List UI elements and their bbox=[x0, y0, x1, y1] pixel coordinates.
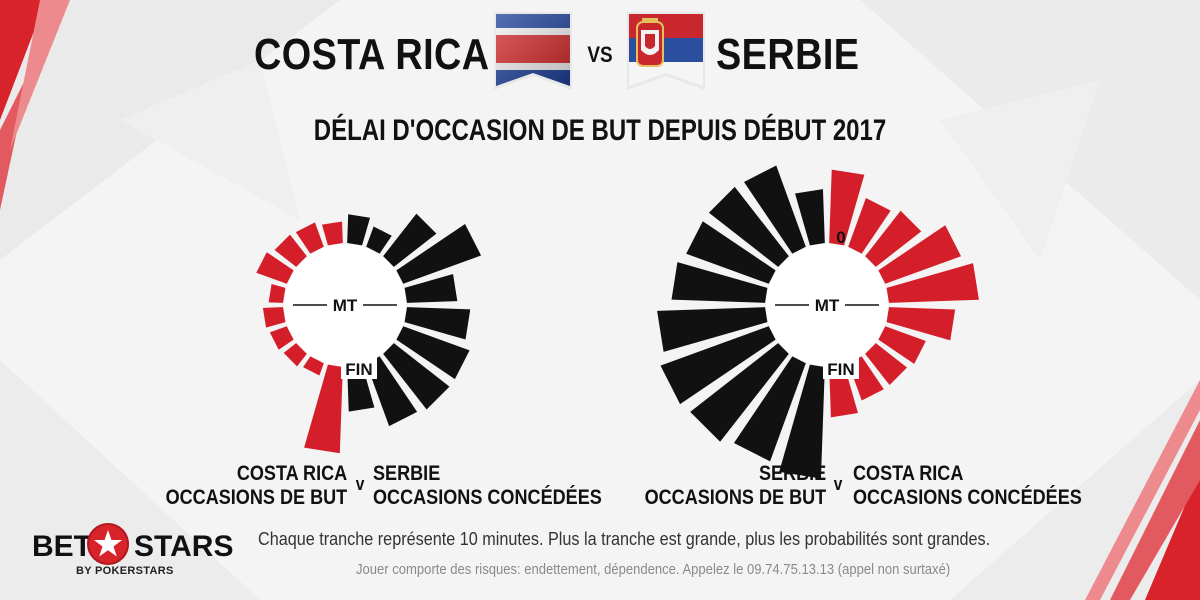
chart-right-left-slice-1 bbox=[795, 189, 825, 246]
chart-left-right-slice-2 bbox=[366, 226, 392, 254]
chart-left-right-slice-3 bbox=[383, 213, 437, 267]
legend-left-attack-label: OCCASIONS DE BUT bbox=[165, 486, 347, 509]
chart-left-right-slice-6 bbox=[404, 307, 471, 340]
pokerstars-star-icon bbox=[86, 522, 130, 566]
kickoff-label: 0 bbox=[836, 228, 845, 247]
chart-left-left-slice-5 bbox=[268, 283, 286, 303]
chart-left-left-slice-3 bbox=[274, 234, 307, 267]
kickoff-label: 0 bbox=[354, 228, 363, 247]
logo-bet: BET bbox=[32, 530, 92, 563]
chart-right-right-slice-6 bbox=[886, 307, 956, 341]
chart-right-right-slice-1 bbox=[829, 169, 865, 246]
team-away-name: SERBIE bbox=[716, 30, 860, 79]
full-time-label-bg bbox=[823, 357, 859, 379]
legend-right-defense-team: COSTA RICA bbox=[853, 462, 964, 485]
legend-right-defense: COSTA RICA OCCASIONS CONCÉDÉES bbox=[853, 462, 1082, 510]
legend-left-attack: COSTA RICA OCCASIONS DE BUT bbox=[165, 462, 347, 510]
chart-left-left-slice-8 bbox=[283, 343, 307, 367]
chart-left-left-slice-4 bbox=[256, 252, 294, 284]
chart-left-right-slice-9 bbox=[366, 356, 418, 427]
legend-right-attack-label: OCCASIONS DE BUT bbox=[644, 486, 826, 509]
chart-subtitle: DÉLAI D'OCCASION DE BUT DEPUIS DÉBUT 201… bbox=[313, 114, 887, 147]
chart-right-right-slice-3 bbox=[865, 210, 922, 267]
chart-right-left-slice-6 bbox=[657, 307, 768, 352]
chart-left-right-slice-7 bbox=[396, 326, 470, 380]
chart-left-left-slice-10 bbox=[304, 364, 343, 454]
chart-right-right-slice-5 bbox=[886, 263, 979, 303]
logo-stars: STARS bbox=[134, 530, 234, 563]
chart-left-left-slice-6 bbox=[262, 307, 286, 328]
chart-left-right-slice-8 bbox=[383, 343, 450, 410]
chart-right-left-slice-10 bbox=[779, 364, 825, 479]
chart-left-right-slice-5 bbox=[404, 274, 458, 303]
legend-right-attack: SERBIE OCCASIONS DE BUT bbox=[644, 462, 826, 510]
full-time-label: FIN bbox=[345, 360, 372, 379]
gambling-disclaimer: Jouer comporte des risques: endettement,… bbox=[356, 562, 951, 578]
explanation-note: Chaque tranche représente 10 minutes. Pl… bbox=[258, 529, 991, 549]
chart-left-right-slice-1 bbox=[347, 214, 371, 246]
chart-right-right-slice-4 bbox=[878, 225, 962, 284]
legend-right-attack-team: SERBIE bbox=[758, 462, 826, 485]
legend-left-defense: SERBIE OCCASIONS CONCÉDÉES bbox=[373, 462, 602, 510]
half-time-label-bg bbox=[327, 293, 363, 317]
versus-label: VS bbox=[587, 42, 613, 67]
chart-right-left-slice-4 bbox=[686, 221, 776, 284]
logo-subtitle: BY POKERSTARS bbox=[76, 565, 174, 577]
legend-right-defense-label: OCCASIONS CONCÉDÉES bbox=[853, 486, 1082, 509]
full-time-label: FIN bbox=[827, 360, 854, 379]
costa-rica-flag-icon bbox=[492, 10, 574, 92]
legend-left-defense-team: SERBIE bbox=[373, 462, 441, 485]
half-time-label-bg bbox=[809, 293, 845, 317]
half-time-label: MT bbox=[333, 296, 358, 315]
serbia-flag-icon bbox=[625, 10, 707, 92]
chart-left-left-slice-2 bbox=[295, 222, 324, 254]
chart-left-left-slice-7 bbox=[269, 326, 294, 350]
chart-right-left-slice-8 bbox=[690, 343, 789, 442]
chart-right-right-slice-2 bbox=[848, 198, 891, 254]
chart-right-left-slice-5 bbox=[671, 262, 768, 303]
chart-right-left-slice-9 bbox=[733, 356, 806, 462]
chart-left-left-slice-9 bbox=[303, 356, 324, 376]
team-home-name: COSTA RICA bbox=[254, 30, 490, 79]
chart-left-right-slice-4 bbox=[396, 224, 482, 284]
chart-left-left-slice-1 bbox=[321, 221, 343, 246]
chart-right-right-slice-7 bbox=[878, 326, 926, 364]
legend-right-v: v bbox=[833, 474, 843, 494]
legend-left-v: v bbox=[355, 474, 365, 494]
full-time-label-bg bbox=[341, 357, 377, 379]
chart-right-left-slice-3 bbox=[708, 186, 789, 267]
legend-left-defense-label: OCCASIONS CONCÉDÉES bbox=[373, 486, 602, 509]
half-time-label: MT bbox=[815, 296, 840, 315]
chart-right-right-slice-8 bbox=[865, 343, 908, 386]
legend-left-attack-team: COSTA RICA bbox=[236, 462, 347, 485]
chart-right-left-slice-7 bbox=[660, 326, 776, 405]
chart-right-left-slice-2 bbox=[744, 165, 806, 254]
